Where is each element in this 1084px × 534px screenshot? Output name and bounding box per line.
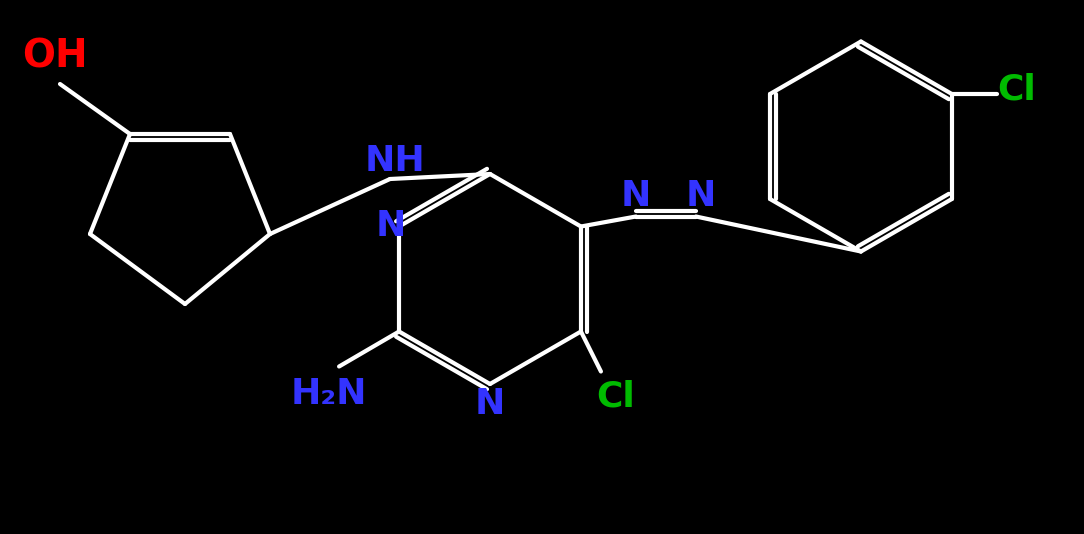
Text: N: N [621, 179, 651, 214]
Text: NH: NH [364, 144, 425, 178]
Text: N: N [686, 179, 717, 214]
Text: Cl: Cl [596, 380, 635, 413]
Text: N: N [376, 209, 406, 244]
Text: N: N [475, 387, 505, 421]
Text: OH: OH [22, 37, 88, 75]
Text: H₂N: H₂N [291, 378, 367, 412]
Text: Cl: Cl [997, 72, 1036, 106]
